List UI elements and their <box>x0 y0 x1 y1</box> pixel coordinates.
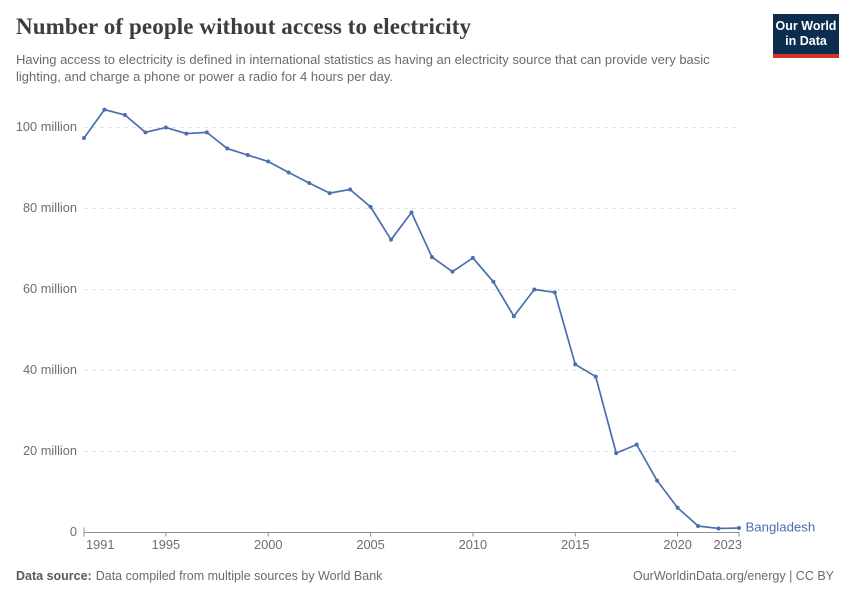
data-point[interactable] <box>696 524 701 529</box>
data-point[interactable] <box>82 136 86 141</box>
x-axis-tick-label: 2015 <box>561 537 589 552</box>
data-point[interactable] <box>184 131 189 136</box>
chart-subtitle: Having access to electricity is defined … <box>16 52 710 85</box>
data-point[interactable] <box>286 170 291 175</box>
data-point[interactable] <box>225 146 230 151</box>
x-axis-tick-label: 1991 <box>86 537 114 552</box>
data-point[interactable] <box>122 112 127 117</box>
y-axis-tick-label: 100 million <box>16 119 77 134</box>
logo-line-2: in Data <box>785 34 827 49</box>
data-point[interactable] <box>470 255 475 260</box>
data-point[interactable] <box>716 526 721 531</box>
data-point[interactable] <box>163 125 168 130</box>
data-point[interactable] <box>409 210 414 215</box>
data-point[interactable] <box>327 191 332 196</box>
data-point[interactable] <box>102 107 107 112</box>
y-axis-tick-label: 80 million <box>23 200 77 215</box>
data-point[interactable] <box>450 269 455 274</box>
data-source-text: Data compiled from multiple sources by W… <box>95 569 383 583</box>
data-point[interactable] <box>511 314 516 319</box>
owid-logo[interactable]: Our World in Data <box>773 14 839 58</box>
x-axis-tick-label: 2005 <box>356 537 384 552</box>
x-axis-tick-label: 2010 <box>459 537 487 552</box>
data-point[interactable] <box>143 130 148 135</box>
data-point[interactable] <box>737 526 741 531</box>
data-point[interactable] <box>307 180 312 185</box>
data-source: Data source: Data compiled from multiple … <box>16 569 382 583</box>
data-point[interactable] <box>675 505 680 510</box>
data-point[interactable] <box>368 204 373 209</box>
data-point[interactable] <box>245 153 250 158</box>
series-line <box>83 108 740 530</box>
chart-footer: Data source: Data compiled from multiple … <box>16 569 834 583</box>
chart-title: Number of people without access to elect… <box>16 14 472 39</box>
data-point[interactable] <box>429 255 434 260</box>
y-axis-tick-label: 60 million <box>23 281 77 296</box>
data-point[interactable] <box>266 159 271 164</box>
data-point[interactable] <box>593 374 598 379</box>
x-axis-tick-label: 1995 <box>152 537 180 552</box>
series-entity-label[interactable]: Bangladesh <box>746 520 816 535</box>
data-point[interactable] <box>491 279 496 284</box>
data-point[interactable] <box>348 187 353 192</box>
credit-link[interactable]: OurWorldinData.org/energy | CC BY <box>632 569 834 583</box>
data-point[interactable] <box>552 290 557 295</box>
x-axis-tick-label: 2023 <box>714 537 742 552</box>
x-axis-tick-label: 2020 <box>663 537 691 552</box>
data-point[interactable] <box>655 478 660 483</box>
x-axis-tick-label: 2000 <box>254 537 282 552</box>
data-point[interactable] <box>204 130 209 135</box>
data-point[interactable] <box>614 451 619 456</box>
data-source-label: Data source: <box>16 569 92 583</box>
data-point[interactable] <box>389 237 394 242</box>
logo-line-1: Our World <box>775 19 837 33</box>
y-axis-tick-label: 40 million <box>23 362 77 377</box>
data-point[interactable] <box>532 287 537 292</box>
data-point[interactable] <box>634 442 639 447</box>
data-point[interactable] <box>573 362 578 367</box>
y-axis-tick-label: 0 <box>70 524 77 539</box>
y-axis-tick-label: 20 million <box>23 443 77 458</box>
